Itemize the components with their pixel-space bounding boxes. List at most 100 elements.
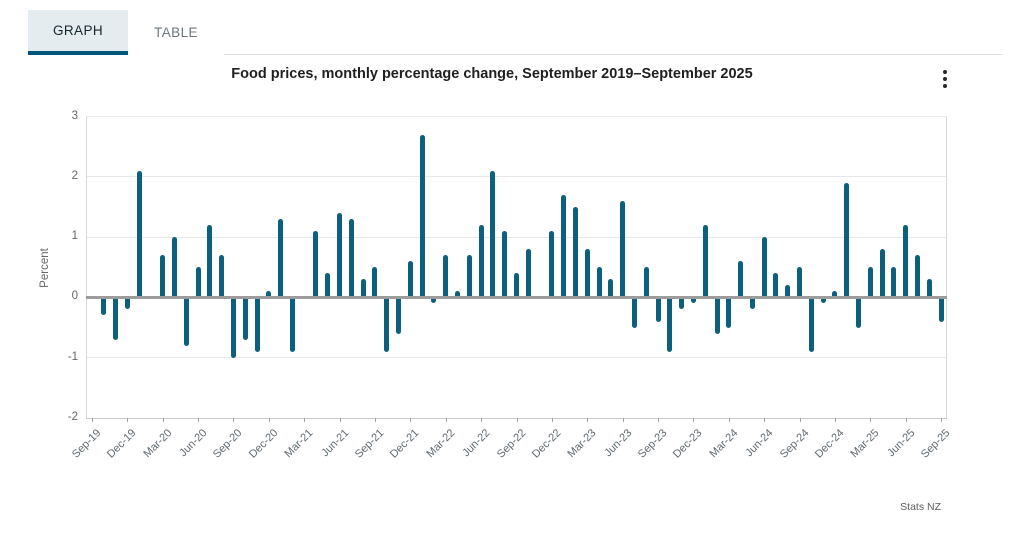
bar-Jun-25[interactable] xyxy=(903,225,909,298)
bar-Jun-24[interactable] xyxy=(761,237,767,298)
y-tick-label-3: 3 xyxy=(71,109,78,122)
bar-Feb-24[interactable] xyxy=(714,297,720,334)
x-tick-Dec-22 xyxy=(551,418,553,422)
x-tick-Dec-19 xyxy=(127,418,129,422)
bar-Dec-20[interactable] xyxy=(266,291,272,298)
bar-Jun-21[interactable] xyxy=(337,212,343,298)
plot-border-right xyxy=(946,116,947,418)
bar-May-21[interactable] xyxy=(325,273,331,298)
bar-Jan-22[interactable] xyxy=(419,134,425,298)
bar-Jul-25[interactable] xyxy=(915,255,920,298)
y-tick-label-1: 1 xyxy=(71,230,78,243)
bar-Mar-25[interactable] xyxy=(867,267,873,298)
bar-Apr-22[interactable] xyxy=(455,291,461,298)
bar-Nov-21[interactable] xyxy=(396,297,402,334)
gridline--1 xyxy=(86,357,947,359)
x-tick-Mar-23 xyxy=(587,418,589,422)
bar-Apr-20[interactable] xyxy=(171,237,177,298)
bar-Jul-23[interactable] xyxy=(631,297,637,328)
bar-Feb-25[interactable] xyxy=(856,297,862,328)
x-tick-Mar-22 xyxy=(445,418,447,422)
x-tick-Jun-24 xyxy=(764,418,766,422)
bar-Feb-21[interactable] xyxy=(289,297,295,352)
bar-Dec-23[interactable] xyxy=(690,297,696,304)
bar-Jun-23[interactable] xyxy=(620,200,626,298)
bar-Dec-21[interactable] xyxy=(407,261,413,298)
bar-Oct-21[interactable] xyxy=(384,297,390,352)
bar-Apr-24[interactable] xyxy=(738,261,744,298)
bar-Oct-19[interactable] xyxy=(101,297,107,316)
bar-Dec-22[interactable] xyxy=(549,231,555,298)
x-tick-Jun-21 xyxy=(339,418,341,422)
x-tick-Dec-24 xyxy=(834,418,836,422)
bar-Aug-25[interactable] xyxy=(926,279,932,298)
bar-Apr-23[interactable] xyxy=(596,267,602,298)
x-tick-Sep-25 xyxy=(941,418,943,422)
bar-Sep-23[interactable] xyxy=(655,297,661,322)
bar-Jan-20[interactable] xyxy=(136,170,142,298)
x-tick-Dec-21 xyxy=(410,418,412,422)
kebab-menu-icon[interactable] xyxy=(938,66,952,92)
bar-Apr-25[interactable] xyxy=(879,249,885,298)
tab-table-label: TABLE xyxy=(154,25,198,40)
tab-graph[interactable]: GRAPH xyxy=(28,10,128,55)
bar-May-25[interactable] xyxy=(891,267,897,298)
bar-Sep-22[interactable] xyxy=(514,273,519,298)
x-tick-Jun-22 xyxy=(481,418,483,422)
bar-Sep-21[interactable] xyxy=(372,267,378,298)
bar-Oct-22[interactable] xyxy=(525,249,531,298)
bar-Mar-24[interactable] xyxy=(726,297,732,328)
bar-Oct-23[interactable] xyxy=(667,297,673,352)
x-tick-Jun-25 xyxy=(905,418,907,422)
tab-table[interactable]: TABLE xyxy=(128,10,224,55)
gridline-2 xyxy=(86,176,947,178)
bar-Dec-24[interactable] xyxy=(832,291,838,298)
bar-Nov-23[interactable] xyxy=(679,297,685,310)
bar-Feb-23[interactable] xyxy=(572,206,578,298)
bar-Jan-23[interactable] xyxy=(561,194,567,298)
x-tick-Mar-24 xyxy=(728,418,730,422)
bar-Aug-20[interactable] xyxy=(219,255,225,298)
bar-Dec-19[interactable] xyxy=(124,297,130,310)
x-tick-Sep-24 xyxy=(799,418,801,422)
chart-title: Food prices, monthly percentage change, … xyxy=(231,66,753,82)
bar-Sep-20[interactable] xyxy=(230,297,236,358)
bar-Nov-24[interactable] xyxy=(820,297,826,304)
bar-Oct-24[interactable] xyxy=(808,297,814,352)
bar-May-20[interactable] xyxy=(183,297,189,346)
bar-Mar-22[interactable] xyxy=(443,255,449,298)
x-tick-Mar-21 xyxy=(304,418,306,422)
bar-Nov-19[interactable] xyxy=(112,297,118,340)
bar-Sep-25[interactable] xyxy=(938,297,944,322)
bar-Mar-20[interactable] xyxy=(160,255,166,298)
bar-May-24[interactable] xyxy=(749,297,755,310)
bar-Sep-24[interactable] xyxy=(797,267,803,298)
bar-Jul-22[interactable] xyxy=(490,170,496,298)
bar-Jul-21[interactable] xyxy=(348,219,354,298)
x-tick-Jun-23 xyxy=(622,418,624,422)
bar-Jun-20[interactable] xyxy=(195,267,201,298)
x-tick-Dec-23 xyxy=(693,418,695,422)
bar-Feb-22[interactable] xyxy=(431,297,437,304)
bar-Aug-21[interactable] xyxy=(360,279,366,298)
bar-Oct-20[interactable] xyxy=(242,297,248,340)
bar-Jun-22[interactable] xyxy=(478,225,484,298)
y-tick-label-0: 0 xyxy=(71,290,78,303)
bar-May-22[interactable] xyxy=(466,255,472,298)
x-tick-Sep-20 xyxy=(233,418,235,422)
bar-Jul-24[interactable] xyxy=(773,273,779,298)
bar-Aug-23[interactable] xyxy=(643,267,649,298)
bar-Apr-21[interactable] xyxy=(313,231,319,298)
bar-Jan-21[interactable] xyxy=(278,219,284,298)
bar-Nov-20[interactable] xyxy=(254,297,260,352)
x-tick-Sep-23 xyxy=(658,418,660,422)
bar-May-23[interactable] xyxy=(608,279,614,298)
bar-Jul-20[interactable] xyxy=(207,225,213,298)
bar-Aug-24[interactable] xyxy=(785,285,791,298)
bar-Mar-23[interactable] xyxy=(584,249,590,298)
bar-Jan-24[interactable] xyxy=(702,225,708,298)
x-tick-Mar-25 xyxy=(870,418,872,422)
bar-Jan-25[interactable] xyxy=(844,182,850,298)
bar-Aug-22[interactable] xyxy=(502,231,508,298)
